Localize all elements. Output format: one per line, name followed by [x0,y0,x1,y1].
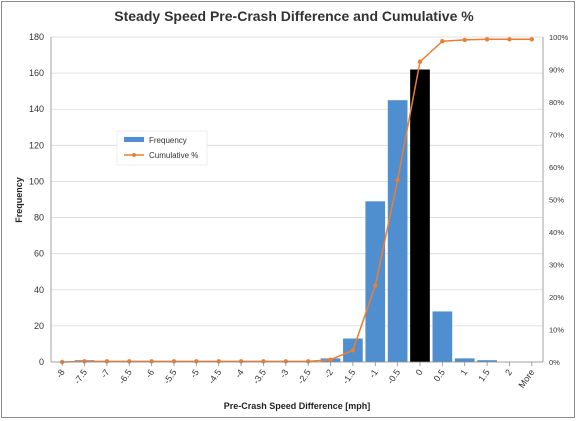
x-tick-label-10: -3 [278,367,291,379]
bar-0.5 [432,311,453,362]
axes [50,37,544,363]
cumulative-point--5 [194,359,199,364]
cumulative-point-1.5 [484,37,490,42]
cumulative-point--1.5 [350,348,356,353]
x-tick-label-21: More [516,367,536,390]
cumulative-point-1 [462,37,467,43]
cumulative-point-0 [417,59,423,64]
y-tick-label-3: 60 [34,249,44,259]
y2-tick-label-1: 10% [549,326,564,335]
y-tick-label-9: 180 [29,32,44,42]
cumulative-point-More [529,37,535,42]
x-tick-label-6: -5 [188,367,201,379]
x-tick-label-14: -1 [367,367,380,379]
bar-1.5 [477,360,497,362]
y2-tick-label-7: 70% [549,131,564,140]
y2-axis-ticks: 0% 10% 20% 30% 40% 50% 60% 70% 80% 90% 100% [549,33,569,367]
x-tick-label-13: -1.5 [340,367,357,385]
legend-cumulative-marker [132,153,136,157]
y-axis-ticks: 0 20 40 60 80 100 120 140 160 180 [29,32,44,367]
legend-frequency-label: Frequency [149,136,187,145]
x-tick-label-12: -2 [322,367,335,379]
cumulative-point-0.5 [440,39,445,44]
x-axis-title: Pre-Crash Speed Difference [mph] [224,401,371,411]
x-tick-label-3: -6.5 [117,367,134,385]
cumulative-point--7.5 [82,359,87,364]
y2-tick-label-9: 90% [549,66,564,75]
y-tick-label-7: 140 [29,104,44,114]
y-axis-title: Frequency [14,177,24,223]
y-tick-label-0: 0 [39,357,44,367]
x-tick-label-15: -0.5 [385,367,402,385]
y2-tick-label-0: 0% [549,358,560,367]
bar-series [74,69,497,362]
y2-tick-label-6: 60% [549,163,564,172]
x-tick-label-20: 2 [503,367,514,377]
cumulative-point--3 [283,359,289,364]
cumulative-point--0.5 [395,177,400,183]
x-tick-label-16: 0 [414,367,425,377]
x-tick-label-5: -5.5 [162,367,179,385]
y-tick-label-5: 100 [29,176,44,186]
cumulative-point--5.5 [171,359,177,364]
x-tick-label-2: -7 [99,367,112,379]
cumulative-point--1 [373,283,378,288]
gridlines [51,36,543,363]
bar--0.5 [387,100,408,362]
x-tick-label-4: -6 [143,367,156,379]
x-tick-label-17: 0.5 [432,367,447,383]
bar-1 [454,358,475,362]
y-tick-label-2: 40 [34,285,44,295]
x-tick-label-7: -4.5 [206,367,223,385]
cumulative-point--2.5 [305,359,311,364]
cumulative-point--6.5 [127,359,132,364]
y2-tick-label-3: 30% [549,261,564,270]
x-tick-label-8: -4 [233,367,246,379]
x-axis-ticks: -8 -7.5 -7 -6.5 -6 -5.5 -5 -4.5 -4 -3.5 -3 -2.5 -2 -1… [54,362,536,390]
cumulative-point--7 [104,359,110,364]
x-tick-label-11: -2.5 [296,367,313,385]
y-tick-label-8: 160 [29,68,44,78]
y2-tick-label-4: 40% [549,228,564,237]
chart-title: Steady Speed Pre-Crash Difference and Cu… [114,8,474,24]
y2-tick-label-2: 20% [549,293,564,302]
legend-frequency-swatch [124,137,144,142]
x-tick-label-9: -3.5 [251,367,268,385]
y2-tick-label-8: 80% [549,98,564,107]
x-tick-label-0: -8 [54,367,67,379]
cumulative-line [62,38,532,363]
cumulative-point--4 [238,359,244,364]
cumulative-series [59,37,535,365]
legend: Frequency Cumulative % [116,130,208,166]
cumulative-point--6 [149,359,154,364]
y-tick-label-1: 20 [34,321,44,331]
bar--1 [365,201,386,362]
cumulative-point--3.5 [261,359,266,364]
cumulative-point-2 [507,37,512,42]
x-tick-label-18: 1 [458,367,469,377]
y-tick-label-4: 80 [34,213,44,223]
cumulative-point--2 [328,357,333,362]
bar-0 [410,69,430,362]
cumulative-point--4.5 [216,359,221,364]
x-tick-label-19: 1.5 [476,367,491,383]
legend-cumulative-label: Cumulative % [149,151,198,160]
x-tick-label-1: -7.5 [72,367,89,385]
y2-tick-label-10: 100% [549,33,569,42]
legend-box [116,130,208,166]
y2-tick-label-5: 50% [549,196,564,205]
y-tick-label-6: 120 [29,140,44,150]
